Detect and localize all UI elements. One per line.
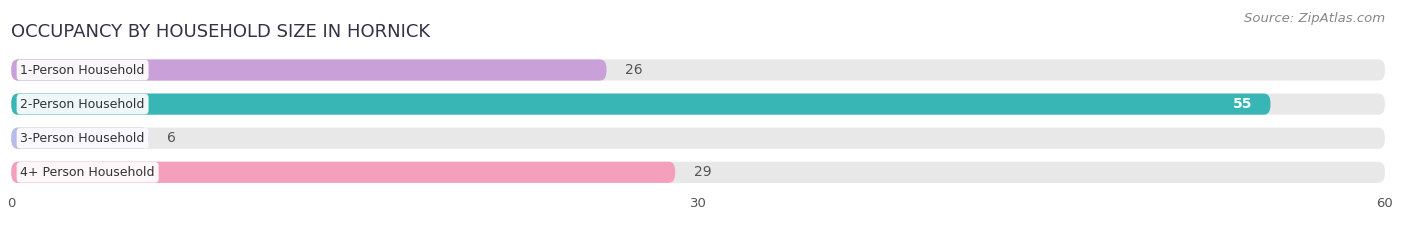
Text: 4+ Person Household: 4+ Person Household xyxy=(21,166,155,179)
FancyBboxPatch shape xyxy=(11,128,1385,149)
FancyBboxPatch shape xyxy=(11,128,149,149)
Text: 2-Person Household: 2-Person Household xyxy=(21,98,145,111)
Text: 55: 55 xyxy=(1233,97,1253,111)
Text: 1-Person Household: 1-Person Household xyxy=(21,64,145,76)
FancyBboxPatch shape xyxy=(11,93,1271,115)
Text: Source: ZipAtlas.com: Source: ZipAtlas.com xyxy=(1244,12,1385,25)
FancyBboxPatch shape xyxy=(11,59,1385,81)
Text: OCCUPANCY BY HOUSEHOLD SIZE IN HORNICK: OCCUPANCY BY HOUSEHOLD SIZE IN HORNICK xyxy=(11,23,430,41)
FancyBboxPatch shape xyxy=(11,59,606,81)
FancyBboxPatch shape xyxy=(11,162,675,183)
FancyBboxPatch shape xyxy=(11,93,1385,115)
FancyBboxPatch shape xyxy=(11,162,1385,183)
Text: 3-Person Household: 3-Person Household xyxy=(21,132,145,145)
Text: 6: 6 xyxy=(167,131,176,145)
Text: 26: 26 xyxy=(624,63,643,77)
Text: 29: 29 xyxy=(693,165,711,179)
